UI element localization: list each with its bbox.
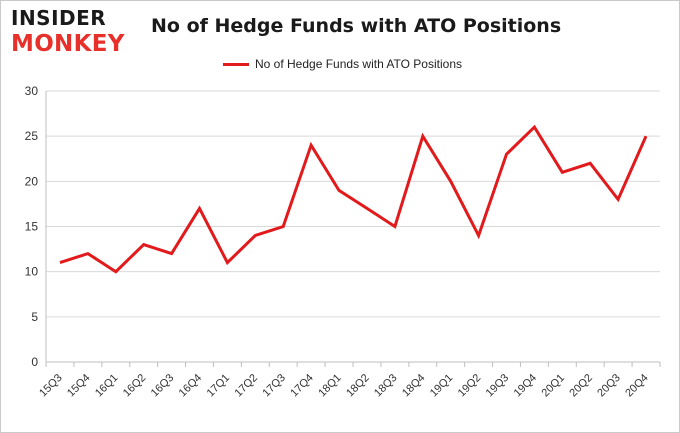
x-tick-label: 18Q3	[372, 372, 400, 400]
y-tick-label: 10	[25, 265, 39, 279]
x-tick-label: 18Q4	[400, 372, 428, 400]
x-tick-label: 20Q1	[540, 372, 568, 400]
x-tick-label: 15Q4	[65, 372, 93, 400]
y-tick-label: 5	[31, 310, 38, 324]
x-tick-label: 16Q3	[149, 372, 177, 400]
x-tick-label: 17Q4	[288, 372, 316, 400]
x-tick-label: 18Q1	[316, 372, 344, 400]
x-tick-label: 18Q2	[344, 372, 372, 400]
x-tick-label: 17Q3	[260, 372, 288, 400]
chart-title: No of Hedge Funds with ATO Positions	[151, 15, 562, 37]
x-tick-label: 16Q2	[121, 372, 149, 400]
x-tick-label: 17Q2	[233, 372, 261, 400]
x-tick-label: 19Q1	[428, 372, 456, 400]
series-line	[59, 124, 648, 274]
y-tick-label: 15	[25, 220, 39, 234]
insider-monkey-logo: INSIDER MONKEY	[11, 7, 129, 59]
legend-swatch	[223, 63, 249, 66]
x-tick-label: 20Q2	[567, 372, 595, 400]
x-tick-label: 20Q4	[623, 372, 651, 400]
x-tick-label: 20Q3	[595, 372, 623, 400]
y-tick-label: 25	[25, 129, 39, 143]
logo-text-top: INSIDER	[11, 6, 107, 30]
y-tick-label: 0	[31, 355, 38, 369]
x-tick-label: 16Q4	[177, 372, 205, 400]
x-tick-label: 17Q1	[205, 372, 233, 400]
x-tick-label: 16Q1	[93, 372, 121, 400]
legend-label: No of Hedge Funds with ATO Positions	[255, 57, 462, 71]
x-tick-label: 19Q4	[512, 372, 540, 400]
logo-text-bottom: MONKEY	[11, 31, 125, 57]
x-tick-label: 19Q2	[456, 372, 484, 400]
y-tick-label: 20	[25, 174, 39, 188]
y-tick-label: 30	[25, 84, 39, 98]
x-tick-label: 15Q3	[37, 372, 65, 400]
x-tick-label: 19Q3	[484, 372, 512, 400]
